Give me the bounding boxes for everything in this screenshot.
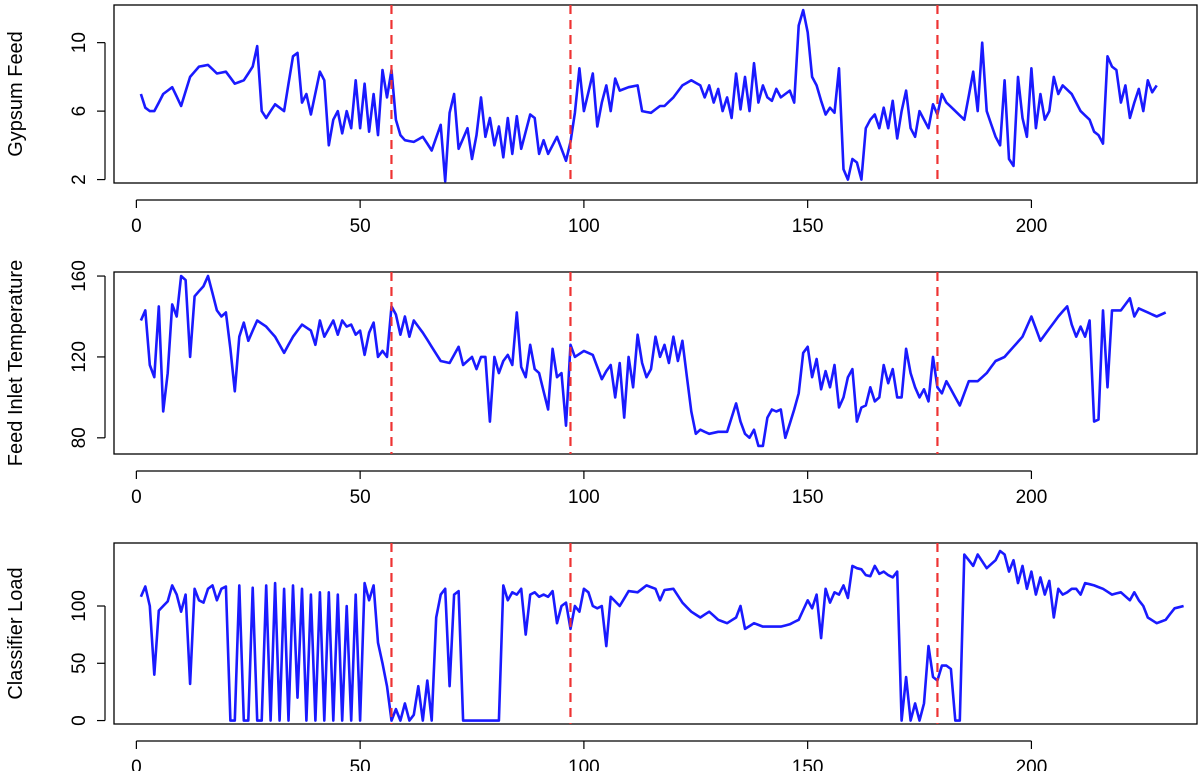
y-tick-label: 160: [69, 260, 90, 292]
x-tick-label: 50: [350, 487, 371, 508]
plot-frame: [113, 271, 1198, 455]
y-tick-label: 0: [69, 715, 90, 726]
y-axis-title: Classifier Load: [5, 567, 27, 699]
x-tick-label: 100: [568, 757, 600, 771]
x-tick-label: 150: [792, 487, 824, 508]
x-tick-label: 200: [1016, 216, 1048, 237]
x-tick-label: 200: [1016, 757, 1048, 771]
series-line: [139, 274, 1167, 448]
plot-frame: [113, 4, 1198, 184]
y-tick-label: 6: [69, 106, 90, 117]
series-line: [139, 549, 1184, 722]
gypsum-feed-panel: 0 50 100 150 200 2 6 10 Gypsum Feed: [5, 4, 1198, 237]
x-tick-label: 100: [568, 487, 600, 508]
x-tick-label: 50: [350, 757, 371, 771]
y-tick-label: 120: [69, 341, 90, 373]
y-axis-title: Gypsum Feed: [5, 31, 27, 157]
x-tick-label: 200: [1016, 487, 1048, 508]
x-tick-label: 0: [131, 757, 142, 771]
series-line: [139, 8, 1158, 183]
y-tick-label: 100: [69, 590, 90, 622]
y-axis-title: Feed Inlet Temperature: [5, 260, 27, 466]
x-tick-label: 50: [350, 216, 371, 237]
classifier-load-panel: 0 50 100 150 200 0 50 100 Classifier Load: [5, 542, 1198, 771]
y-tick-label: 10: [69, 32, 90, 53]
y-tick-label: 2: [69, 174, 90, 185]
x-tick-label: 150: [792, 216, 824, 237]
x-tick-label: 0: [131, 216, 142, 237]
x-tick-label: 0: [131, 487, 142, 508]
y-tick-label: 50: [69, 653, 90, 674]
feed-inlet-temperature-panel: 0 50 100 150 200 80 120 160 Feed Inlet Temperatu…: [5, 260, 1198, 508]
plot-frame: [113, 542, 1198, 725]
x-tick-label: 150: [792, 757, 824, 771]
y-tick-label: 80: [69, 427, 90, 448]
x-tick-label: 100: [568, 216, 600, 237]
